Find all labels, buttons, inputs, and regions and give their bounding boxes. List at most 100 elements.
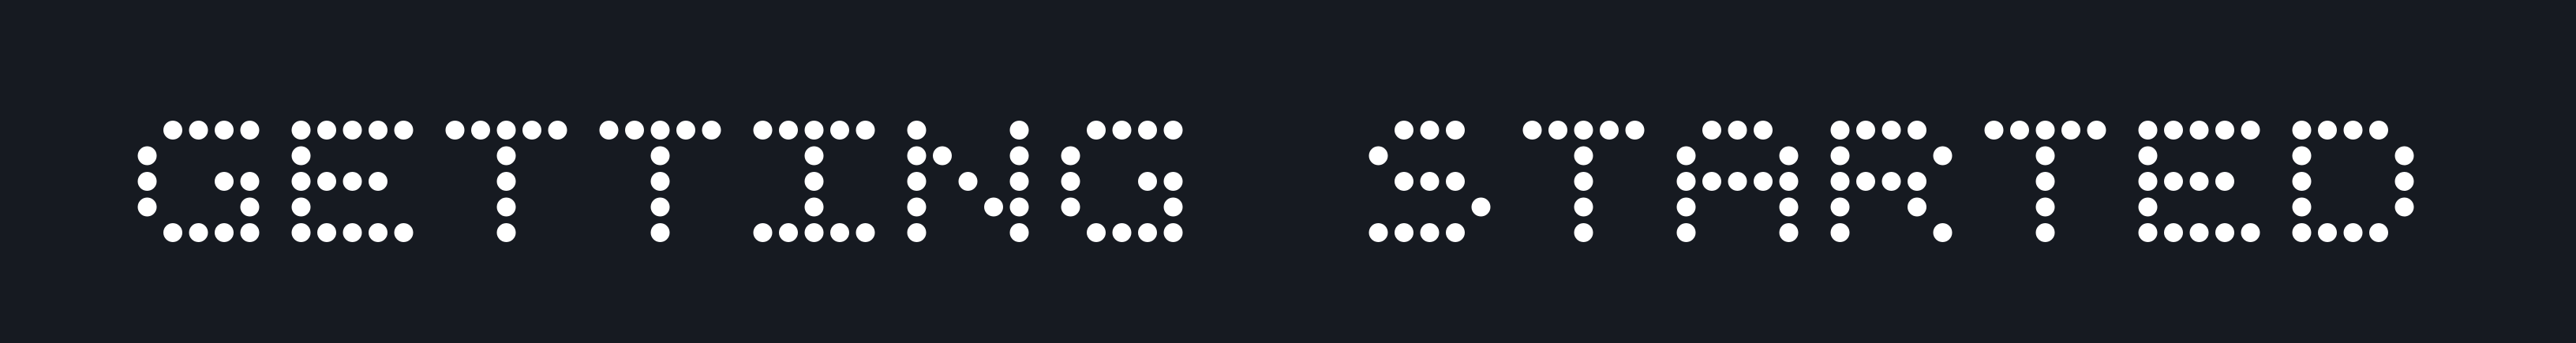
- matrix-dot: [343, 223, 362, 242]
- matrix-dot: [1830, 121, 1850, 140]
- matrix-dot: [804, 197, 824, 217]
- glyph-a: [1676, 121, 1799, 242]
- matrix-dot: [496, 121, 516, 140]
- matrix-dot: [369, 121, 388, 140]
- matrix-dot: [676, 121, 695, 140]
- matrix-dot: [1574, 172, 1593, 191]
- matrix-dot: [496, 197, 516, 217]
- matrix-dot: [137, 172, 157, 191]
- matrix-dot: [1471, 197, 1491, 217]
- matrix-dot: [1830, 146, 1850, 166]
- matrix-dot: [2394, 146, 2414, 166]
- matrix-dot: [958, 172, 978, 191]
- matrix-dot: [1061, 172, 1080, 191]
- matrix-dot: [2189, 172, 2209, 191]
- matrix-dot: [1933, 223, 1953, 242]
- matrix-dot: [1676, 223, 1696, 242]
- matrix-dot: [522, 121, 541, 140]
- matrix-dot: [1830, 172, 1850, 191]
- matrix-dot: [1881, 172, 1901, 191]
- matrix-dot: [650, 197, 670, 217]
- matrix-dot: [2035, 172, 2055, 191]
- matrix-dot: [1779, 197, 1799, 217]
- matrix-dot: [2138, 146, 2158, 166]
- matrix-dot: [2343, 223, 2363, 242]
- matrix-dot: [702, 121, 721, 140]
- matrix-dot: [2035, 146, 2055, 166]
- matrix-dot: [215, 223, 234, 242]
- matrix-dot: [856, 223, 875, 242]
- matrix-dot: [496, 172, 516, 191]
- matrix-dot: [1446, 121, 1465, 140]
- matrix-dot: [343, 121, 362, 140]
- matrix-dot: [1908, 121, 1926, 140]
- matrix-dot: [1779, 223, 1799, 242]
- matrix-dot: [369, 223, 388, 242]
- matrix-dot: [650, 172, 670, 191]
- matrix-dot: [2394, 197, 2414, 217]
- matrix-dot: [2292, 121, 2312, 140]
- matrix-dot: [1574, 223, 1593, 242]
- matrix-dot: [804, 121, 824, 140]
- matrix-dot: [2343, 121, 2363, 140]
- matrix-dot: [779, 223, 798, 242]
- matrix-dot: [1009, 197, 1029, 217]
- matrix-dot: [291, 197, 311, 217]
- matrix-dot: [1908, 172, 1926, 191]
- matrix-dot: [2035, 197, 2055, 217]
- matrix-dot: [291, 172, 311, 191]
- matrix-dot: [1600, 121, 1619, 140]
- matrix-dot: [1420, 223, 1440, 242]
- matrix-dot: [1087, 121, 1106, 140]
- matrix-dot: [1009, 121, 1029, 140]
- glyph-e: [2138, 121, 2260, 242]
- matrix-dot: [394, 121, 414, 140]
- matrix-dot: [2394, 172, 2414, 191]
- glyph-g: [1061, 121, 1183, 242]
- matrix-dot: [907, 172, 927, 191]
- matrix-dot: [496, 146, 516, 166]
- matrix-dot: [1009, 223, 1029, 242]
- matrix-dot: [650, 223, 670, 242]
- matrix-dot: [2369, 121, 2388, 140]
- matrix-dot: [1061, 146, 1080, 166]
- matrix-dot: [1856, 172, 1875, 191]
- matrix-dot: [1061, 197, 1080, 217]
- matrix-dot: [215, 172, 234, 191]
- matrix-dot: [1676, 172, 1696, 191]
- matrix-dot: [1087, 223, 1106, 242]
- matrix-dot: [907, 197, 927, 217]
- matrix-dot: [1728, 172, 1747, 191]
- matrix-dot: [137, 197, 157, 217]
- glyph-g: [137, 121, 260, 242]
- matrix-dot: [1702, 121, 1721, 140]
- matrix-dot: [650, 146, 670, 166]
- matrix-dot: [625, 121, 644, 140]
- matrix-dot: [369, 172, 388, 191]
- matrix-dot: [291, 146, 311, 166]
- matrix-dot: [445, 121, 465, 140]
- matrix-dot: [804, 223, 824, 242]
- matrix-dot: [1754, 121, 1773, 140]
- matrix-dot: [2292, 197, 2312, 217]
- matrix-dot: [1548, 121, 1567, 140]
- matrix-dot: [1908, 197, 1926, 217]
- matrix-dot: [984, 197, 1003, 217]
- matrix-dot: [1574, 121, 1593, 140]
- matrix-dot: [650, 121, 670, 140]
- matrix-dot: [343, 172, 362, 191]
- matrix-dot: [1446, 172, 1465, 191]
- matrix-dot: [163, 121, 182, 140]
- glyph-s: [1368, 121, 1491, 242]
- matrix-dot: [753, 223, 773, 242]
- matrix-dot: [1522, 121, 1542, 140]
- matrix-dot: [1395, 172, 1413, 191]
- matrix-dot: [1856, 121, 1875, 140]
- matrix-dot: [317, 223, 336, 242]
- matrix-dot: [1779, 146, 1799, 166]
- matrix-dot: [599, 121, 619, 140]
- matrix-dot: [215, 121, 234, 140]
- matrix-dot: [1625, 121, 1645, 140]
- glyph-r: [1830, 121, 1953, 242]
